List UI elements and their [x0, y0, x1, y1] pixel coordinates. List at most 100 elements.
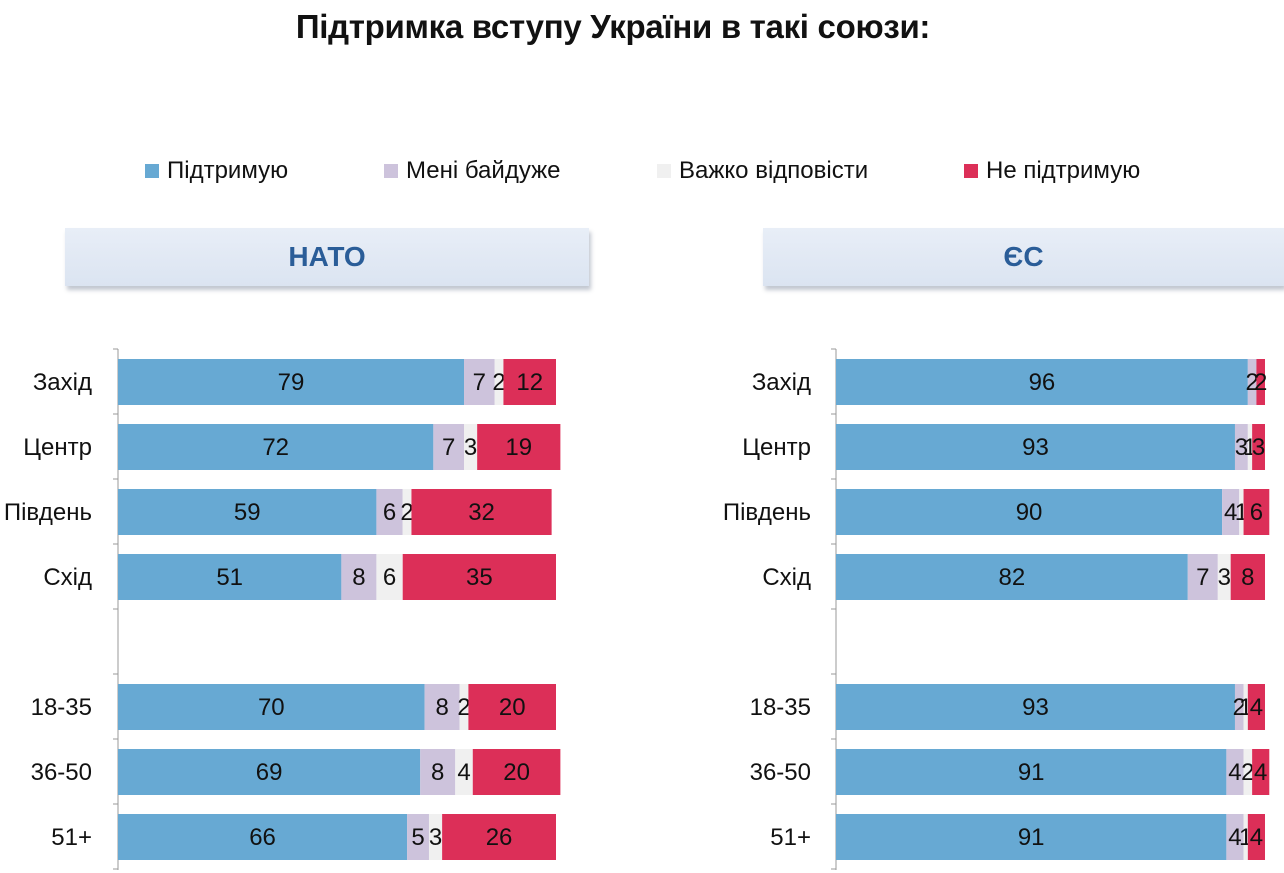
eu-data-label-support: 91 [1018, 824, 1045, 851]
nato-bar-support [118, 359, 465, 405]
nato-bar-not-support [503, 359, 556, 405]
eu-bar-indifferent [1226, 814, 1244, 860]
eu-bar-not-support [1247, 814, 1265, 860]
nato-bar-not-support [477, 424, 561, 470]
nato-data-label-support: 59 [234, 499, 261, 526]
eu-data-label-not-support: 4 [1250, 694, 1263, 721]
eu-bar-not-support [1256, 359, 1265, 405]
nato-bar-indifferent [420, 749, 456, 795]
nato-data-label-indifferent: 8 [435, 694, 448, 721]
nato-data-label-indifferent: 8 [431, 759, 444, 786]
eu-data-label-indifferent: 2 [1245, 369, 1258, 396]
nato-category-label: 36-50 [31, 759, 92, 786]
eu-category-label: Південь [723, 499, 811, 526]
chart-title: Підтримка вступу України в такі союзи: [295, 8, 931, 45]
eu-bar-support [836, 424, 1235, 470]
eu-bar-hard-to-say [1243, 684, 1248, 730]
nato-data-label-not-support: 20 [499, 694, 526, 721]
nato-bar-hard-to-say [376, 554, 403, 600]
nato-bar-indifferent [424, 684, 460, 730]
eu-bar-not-support [1247, 684, 1265, 730]
legend-label-support: Підтримую [167, 157, 289, 184]
nato-data-label-not-support: 32 [468, 499, 495, 526]
nato-data-label-hard-to-say: 4 [457, 759, 470, 786]
nato-category-label: Південь [4, 499, 92, 526]
nato-data-label-indifferent: 7 [473, 369, 486, 396]
nato-data-label-support: 72 [262, 434, 289, 461]
nato-data-label-indifferent: 8 [352, 564, 365, 591]
nato-bar-support [118, 554, 342, 600]
eu-bar-support [836, 684, 1235, 730]
nato-bar-support [118, 814, 408, 860]
legend-swatch-support [145, 164, 159, 178]
eu-category-label: 36-50 [750, 759, 811, 786]
legend-item-not-support: Не підтримую [964, 156, 1140, 186]
nato-bar-indifferent [376, 489, 403, 535]
eu-bar-hard-to-say [1247, 424, 1253, 470]
eu-category-label: Схід [762, 564, 811, 591]
eu-data-label-indifferent: 2 [1233, 694, 1246, 721]
nato-data-label-hard-to-say: 6 [383, 564, 396, 591]
eu-data-label-indifferent: 7 [1196, 564, 1209, 591]
eu-bar-hard-to-say [1243, 749, 1253, 795]
eu-data-label-support: 82 [999, 564, 1026, 591]
eu-data-label-support: 93 [1022, 434, 1049, 461]
nato-bar-hard-to-say [494, 359, 504, 405]
nato-data-label-support: 79 [278, 369, 305, 396]
eu-data-label-not-support: 3 [1252, 434, 1265, 461]
eu-data-label-not-support: 8 [1241, 564, 1254, 591]
nato-panel-header: НАТО [65, 228, 589, 286]
nato-data-label-not-support: 35 [466, 564, 493, 591]
eu-category-label: Захід [752, 369, 811, 396]
nato-data-label-not-support: 12 [516, 369, 543, 396]
eu-data-label-not-support: 4 [1254, 759, 1267, 786]
nato-category-label: Схід [43, 564, 92, 591]
eu-bar-support [836, 749, 1227, 795]
nato-bar-indifferent [407, 814, 429, 860]
eu-bar-indifferent [1222, 489, 1240, 535]
eu-bar-indifferent [1187, 554, 1218, 600]
eu-bar-indifferent [1234, 424, 1248, 470]
nato-bar-not-support [468, 684, 556, 730]
nato-bar-not-support [402, 554, 556, 600]
eu-bar-hard-to-say [1243, 814, 1248, 860]
eu-bar-hard-to-say [1217, 554, 1231, 600]
nato-data-label-hard-to-say: 2 [400, 499, 413, 526]
nato-data-label-support: 66 [249, 824, 276, 851]
eu-category-label: 51+ [770, 824, 811, 851]
eu-bar-indifferent [1226, 749, 1244, 795]
nato-data-label-hard-to-say: 3 [464, 434, 477, 461]
eu-bar-support [836, 489, 1223, 535]
nato-bar-support [118, 424, 434, 470]
eu-data-label-hard-to-say: 3 [1218, 564, 1231, 591]
legend-swatch-hard-to-say [657, 164, 671, 178]
nato-panel-title: НАТО [288, 241, 366, 272]
legend-item-hard-to-say: Важко відповісти [657, 156, 868, 186]
eu-bar-not-support [1243, 489, 1270, 535]
nato-bar-support [118, 684, 425, 730]
eu-bar-support [836, 359, 1248, 405]
legend-label-indifferent: Мені байдуже [406, 157, 561, 184]
legend-item-indifferent: Мені байдуже [384, 156, 561, 186]
eu-bar-not-support [1252, 424, 1265, 470]
nato-bar-hard-to-say [402, 489, 412, 535]
nato-data-label-indifferent: 6 [383, 499, 396, 526]
eu-data-label-indifferent: 4 [1224, 499, 1237, 526]
eu-panel-header: ЄС [763, 228, 1284, 286]
nato-bar-hard-to-say [455, 749, 473, 795]
legend-label-not-support: Не підтримую [986, 157, 1141, 184]
nato-data-label-not-support: 26 [486, 824, 513, 851]
nato-data-label-not-support: 20 [503, 759, 530, 786]
eu-data-label-hard-to-say: 2 [1241, 759, 1254, 786]
nato-bar-not-support [411, 489, 552, 535]
eu-panel-title: ЄС [1003, 241, 1044, 272]
nato-bar-not-support [442, 814, 556, 860]
nato-bar-support [118, 489, 377, 535]
nato-category-label: 18-35 [31, 694, 92, 721]
nato-data-label-support: 69 [256, 759, 283, 786]
nato-data-label-hard-to-say: 2 [492, 369, 505, 396]
nato-category-label: 51+ [51, 824, 92, 851]
eu-bar-hard-to-say [1239, 489, 1244, 535]
